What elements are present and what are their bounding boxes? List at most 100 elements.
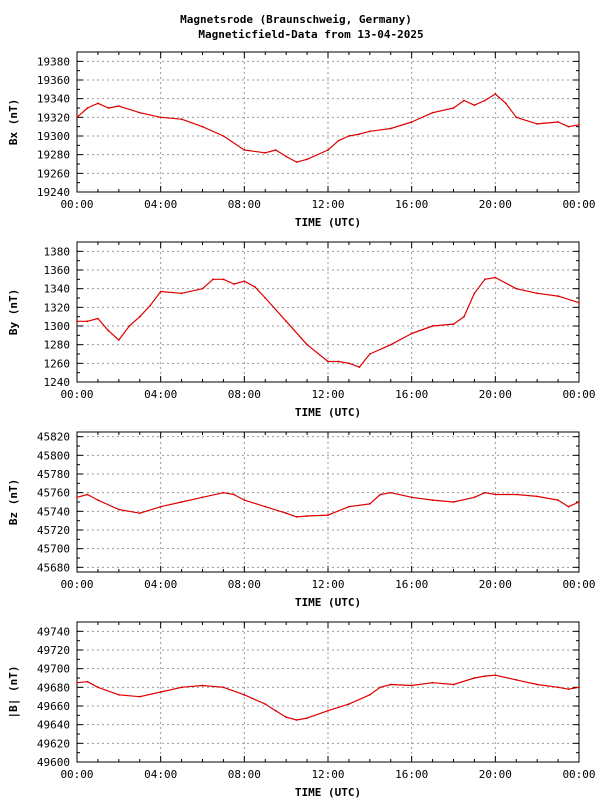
data-point: [107, 107, 110, 109]
data-point: [222, 686, 225, 689]
data-point: [494, 276, 497, 279]
data-point: [201, 125, 204, 128]
y-tick-label: 45780: [37, 468, 70, 481]
data-point: [567, 505, 570, 508]
x-tick-label: 00:00: [60, 768, 93, 781]
data-point: [149, 304, 152, 307]
y-tick-label: 19300: [37, 130, 70, 143]
data-point: [253, 285, 256, 288]
x-tick-label: 12:00: [311, 768, 344, 781]
x-tick-label: 04:00: [144, 388, 177, 401]
data-point: [431, 111, 434, 114]
data-point: [410, 684, 413, 687]
data-point: [274, 149, 277, 151]
y-axis-label: |B| (nT): [7, 666, 20, 719]
y-tick-label: 1280: [44, 339, 71, 352]
x-tick-label: 04:00: [144, 578, 177, 591]
data-point: [243, 499, 246, 502]
data-point: [431, 499, 434, 502]
data-point: [368, 693, 371, 696]
data-point: [452, 501, 455, 503]
data-point: [107, 329, 110, 332]
data-point: [295, 161, 298, 164]
y-axis-label: Bz (nT): [7, 479, 20, 525]
x-tick-label: 08:00: [228, 768, 261, 781]
data-point: [180, 501, 183, 503]
data-point: [117, 693, 120, 696]
y-tick-label: 49720: [37, 644, 70, 657]
data-point: [463, 99, 465, 102]
data-point: [473, 292, 476, 295]
data-point: [494, 674, 497, 677]
y-tick-label: 1260: [44, 357, 71, 370]
data-point: [504, 102, 507, 105]
data-point: [201, 496, 204, 499]
data-point: [138, 695, 141, 698]
data-point: [97, 686, 99, 689]
chart-panel-1: 19240 19260 19280 19300 19320 19340 19360 19380…: [7, 51, 596, 229]
data-point: [431, 325, 434, 327]
data-point: [483, 278, 486, 281]
data-point: [97, 102, 99, 105]
y-axis-label: By (nT): [7, 289, 20, 335]
data-point: [578, 686, 580, 689]
data-point: [295, 719, 298, 721]
data-point: [306, 515, 308, 517]
plot-frame: [76, 241, 580, 383]
y-tick-label: 45760: [37, 487, 70, 500]
data-point: [368, 130, 371, 133]
y-tick-label: 1300: [44, 320, 71, 333]
data-point: [515, 493, 518, 496]
x-tick-label: 08:00: [228, 388, 261, 401]
data-point: [285, 320, 288, 323]
x-tick-label: 00:00: [562, 388, 595, 401]
data-point: [536, 683, 539, 686]
series-line-By: [77, 276, 580, 368]
data-point: [410, 496, 413, 499]
x-axis-label: TIME (UTC): [295, 786, 361, 799]
y-tick-label: 49660: [37, 700, 70, 713]
data-point: [285, 512, 288, 515]
x-axis-label: TIME (UTC): [295, 216, 361, 229]
data-point: [97, 499, 99, 502]
data-point: [159, 290, 162, 293]
data-point: [578, 123, 580, 126]
plot-frame: [76, 621, 580, 763]
y-tick-label: 45800: [37, 449, 70, 462]
y-tick-label: 49640: [37, 719, 70, 732]
x-tick-label: 08:00: [228, 578, 261, 591]
plot-frame: [76, 51, 580, 193]
data-point: [536, 122, 539, 125]
data-point: [578, 301, 580, 304]
y-tick-label: 49740: [37, 625, 70, 638]
y-tick-label: 1320: [44, 301, 71, 314]
data-point: [76, 496, 78, 499]
y-tick-label: 1340: [44, 283, 71, 296]
data-point: [379, 493, 382, 496]
x-tick-label: 00:00: [562, 578, 595, 591]
y-tick-label: 45680: [37, 561, 70, 574]
x-tick-label: 00:00: [60, 578, 93, 591]
data-point: [86, 320, 89, 323]
data-point: [86, 107, 89, 109]
data-point: [159, 116, 162, 119]
data-point: [452, 683, 455, 686]
data-point: [327, 514, 329, 516]
y-tick-label: 45740: [37, 505, 70, 518]
data-point: [159, 691, 162, 693]
data-point: [243, 280, 246, 283]
data-point: [557, 499, 559, 502]
data-point: [348, 505, 350, 508]
data-point: [337, 139, 340, 142]
data-point: [483, 99, 486, 102]
data-point: [201, 684, 204, 687]
y-tick-label: 49600: [37, 756, 70, 769]
data-point: [264, 297, 267, 299]
data-point: [358, 366, 361, 368]
data-point: [348, 362, 350, 365]
data-point: [327, 709, 329, 712]
x-tick-label: 16:00: [395, 768, 428, 781]
data-point: [389, 127, 392, 130]
x-axis-label: TIME (UTC): [295, 406, 361, 419]
